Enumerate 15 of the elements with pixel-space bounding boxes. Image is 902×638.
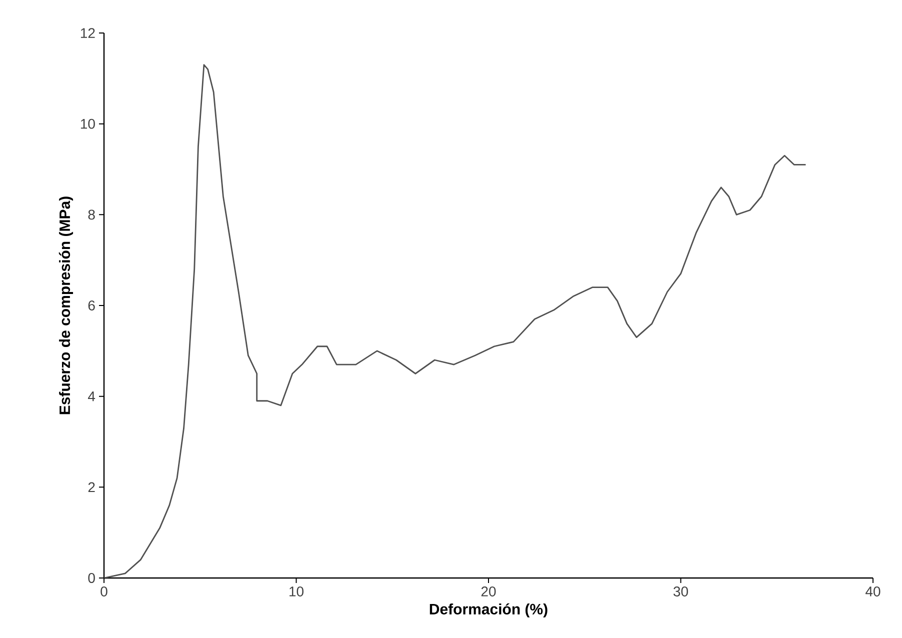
y-tick-label: 8 <box>88 210 95 220</box>
x-tick-label: 30 <box>674 586 688 596</box>
x-tick-label: 20 <box>481 586 496 596</box>
y-tick-label: 4 <box>88 392 96 402</box>
y-tick-label: 10 <box>80 118 95 129</box>
x-tick-label: 40 <box>866 586 880 596</box>
x-axis-title: Deformación (%) <box>430 603 548 618</box>
x-tick-label: 10 <box>290 586 304 596</box>
y-axis-title: Esfuerzo de compresión (MPa) <box>58 196 74 414</box>
y-tick-label: 6 <box>88 300 95 310</box>
x-tick-label: 0 <box>100 586 108 596</box>
line-series <box>104 64 806 578</box>
y-tick-label: 12 <box>80 28 95 38</box>
y-tick-label: 0 <box>88 573 95 583</box>
y-tick-label: 2 <box>88 482 95 492</box>
